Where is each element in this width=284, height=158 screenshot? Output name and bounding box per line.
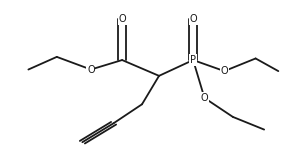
Text: O: O [87, 64, 95, 75]
Text: O: O [201, 93, 208, 103]
Text: P: P [190, 55, 196, 65]
Text: O: O [189, 14, 197, 24]
Text: O: O [221, 66, 228, 76]
Text: O: O [118, 14, 126, 24]
